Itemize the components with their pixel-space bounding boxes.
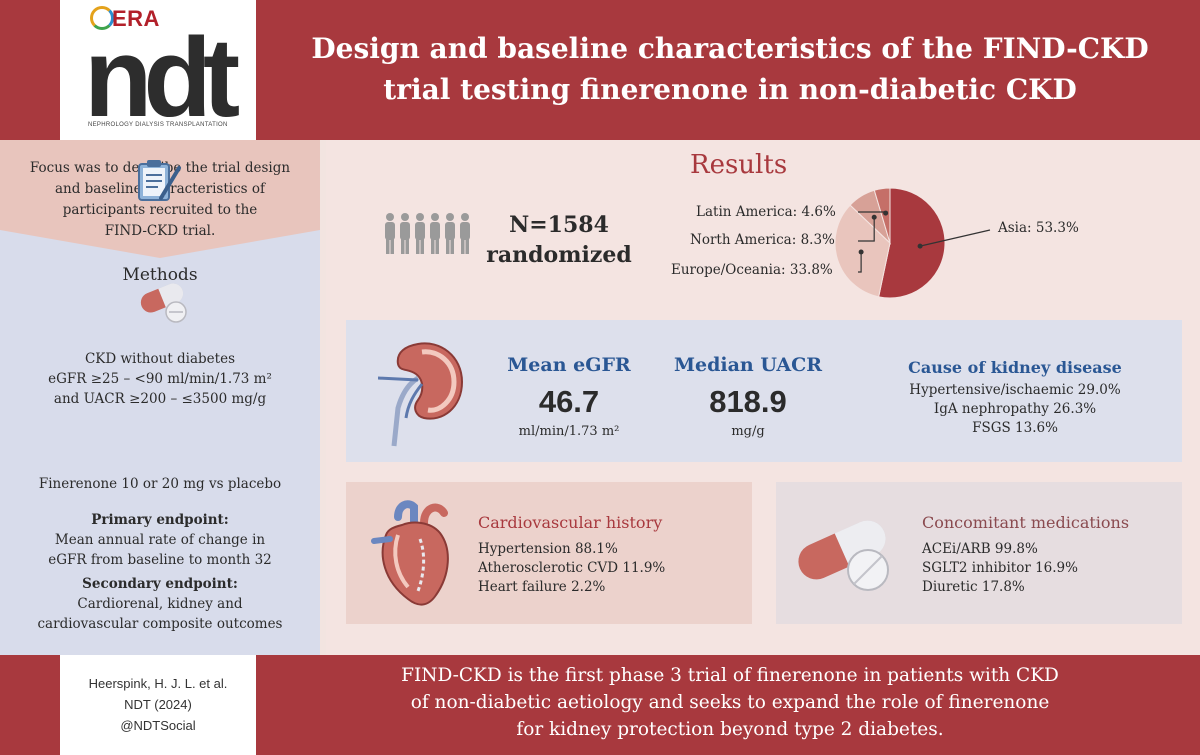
leader-line-europe-oceania xyxy=(858,251,862,273)
page-title: Design and baseline characteristics of t… xyxy=(270,28,1190,110)
logo-subtitle: NEPHROLOGY DIALYSIS TRANSPLANTATION xyxy=(88,122,228,128)
cause-item: FSGS 13.6% xyxy=(972,420,1058,436)
pie-label-europe-oceania: Europe/Oceania: 33.8% xyxy=(671,262,833,278)
leader-line-latin-america xyxy=(858,211,887,214)
egfr-unit: ml/min/1.73 m² xyxy=(518,424,620,439)
results-title: Results xyxy=(690,150,788,180)
clipboard-icon xyxy=(138,160,181,201)
medications-list: ACEi/ARB 99.8% SGLT2 inhibitor 16.9% Diu… xyxy=(922,540,1078,597)
heart-icon xyxy=(371,500,449,606)
era-label: ERA xyxy=(112,6,160,31)
pie-slice-asia xyxy=(878,187,946,299)
citation-box: Heerspink, H. J. L. et al. NDT (2024) @N… xyxy=(60,655,256,755)
pie-slice-latin-america xyxy=(873,187,891,244)
cardio-item: Hypertension 88.1% xyxy=(478,541,618,557)
med-item: SGLT2 inhibitor 16.9% xyxy=(922,560,1078,576)
primary-endpoint-line: eGFR from baseline to month 32 xyxy=(48,552,272,568)
citation-handle[interactable]: @NDTSocial xyxy=(120,718,196,733)
era-logo-text: ERA xyxy=(90,6,160,32)
ndt-logo-text: ndt xyxy=(84,15,240,140)
ndt-logo: ERA ndt NEPHROLOGY DIALYSIS TRANSPLANTAT… xyxy=(60,0,256,140)
cardiovascular-list: Hypertension 88.1% Atherosclerotic CVD 1… xyxy=(478,540,665,597)
uacr-unit: mg/g xyxy=(731,424,765,439)
citation-text: Heerspink, H. J. L. et al. NDT (2024) @N… xyxy=(60,673,256,736)
treatment-text: Finerenone 10 or 20 mg vs placebo xyxy=(38,476,282,492)
focus-line: participants recruited to the xyxy=(62,202,258,218)
med-item: ACEi/ARB 99.8% xyxy=(922,541,1038,557)
leader-line-asia xyxy=(919,229,991,247)
era-logo-icon xyxy=(90,6,114,30)
methods-column: Focus was to describe the trial design a… xyxy=(0,140,320,655)
footer-summary: FIND-CKD is the first phase 3 trial of f… xyxy=(290,662,1170,743)
egfr-title: Mean eGFR xyxy=(507,354,631,376)
pie-label-asia: Asia: 53.3% xyxy=(998,220,1079,236)
n-caption: randomized xyxy=(486,242,632,268)
capsule-icon xyxy=(798,520,889,591)
primary-endpoint-title: Primary endpoint: xyxy=(91,512,229,528)
secondary-endpoint: Secondary endpoint: Cardiorenal, kidney … xyxy=(0,574,320,634)
focus-line: FIND-CKD trial. xyxy=(104,223,216,239)
randomized-count: N=1584 randomized xyxy=(486,210,632,270)
secondary-endpoint-title: Secondary endpoint: xyxy=(82,576,238,592)
cardiovascular-title: Cardiovascular history xyxy=(478,513,663,532)
focus-text: Focus was to describe the trial design a… xyxy=(4,158,316,242)
citation-authors: Heerspink, H. J. L. et al. xyxy=(88,676,228,691)
cause-title: Cause of kidney disease xyxy=(908,358,1122,377)
kidney-icon xyxy=(378,342,464,447)
cause-item: IgA nephropathy 26.3% xyxy=(933,401,1097,417)
cause-list: Hypertensive/ischaemic 29.0% IgA nephrop… xyxy=(880,381,1150,438)
leader-dot xyxy=(871,214,877,220)
med-item: Diuretic 17.8% xyxy=(922,579,1025,595)
people-icon xyxy=(385,213,470,254)
n-value: N=1584 xyxy=(509,212,609,238)
pie-label-latin-america: Latin America: 4.6% xyxy=(696,204,836,220)
inclusion-criteria: CKD without diabetes eGFR ≥25 – <90 ml/m… xyxy=(0,349,320,409)
summary-line: FIND-CKD is the first phase 3 trial of f… xyxy=(401,665,1059,686)
leader-dot xyxy=(917,243,923,249)
title-line: trial testing finerenone in non-diabetic… xyxy=(383,73,1077,106)
title-line: Design and baseline characteristics of t… xyxy=(311,32,1149,65)
summary-line: of non-diabetic aetiology and seeks to e… xyxy=(410,692,1050,713)
criteria-line: eGFR ≥25 – <90 ml/min/1.73 m² xyxy=(48,371,272,387)
cause-item: Hypertensive/ischaemic 29.0% xyxy=(909,382,1121,398)
summary-line: for kidney protection beyond type 2 diab… xyxy=(516,719,944,740)
criteria-line: and UACR ≥200 – ≤3500 mg/g xyxy=(53,391,267,407)
uacr-title: Median UACR xyxy=(673,354,822,376)
egfr-value: 46.7 xyxy=(538,384,600,419)
pie-label-north-america: North America: 8.3% xyxy=(690,232,835,248)
uacr-value: 818.9 xyxy=(709,384,787,419)
secondary-endpoint-line: cardiovascular composite outcomes xyxy=(37,616,283,632)
secondary-endpoint-line: Cardiorenal, kidney and xyxy=(77,596,243,612)
cardio-item: Atherosclerotic CVD 11.9% xyxy=(478,560,666,576)
leader-dot xyxy=(883,210,889,216)
kidney-stats-box xyxy=(346,320,1182,462)
primary-endpoint: Primary endpoint: Mean annual rate of ch… xyxy=(0,510,320,570)
primary-endpoint-line: Mean annual rate of change in xyxy=(54,532,266,548)
pill-icon xyxy=(140,283,187,323)
criteria-line: CKD without diabetes xyxy=(84,351,236,367)
leader-dot xyxy=(858,249,864,255)
medications-title: Concomitant medications xyxy=(922,513,1130,532)
citation-journal: NDT (2024) xyxy=(124,697,192,712)
methods-title: Methods xyxy=(122,265,198,285)
cardio-item: Heart failure 2.2% xyxy=(478,579,606,595)
leader-line-north-america xyxy=(858,217,875,242)
